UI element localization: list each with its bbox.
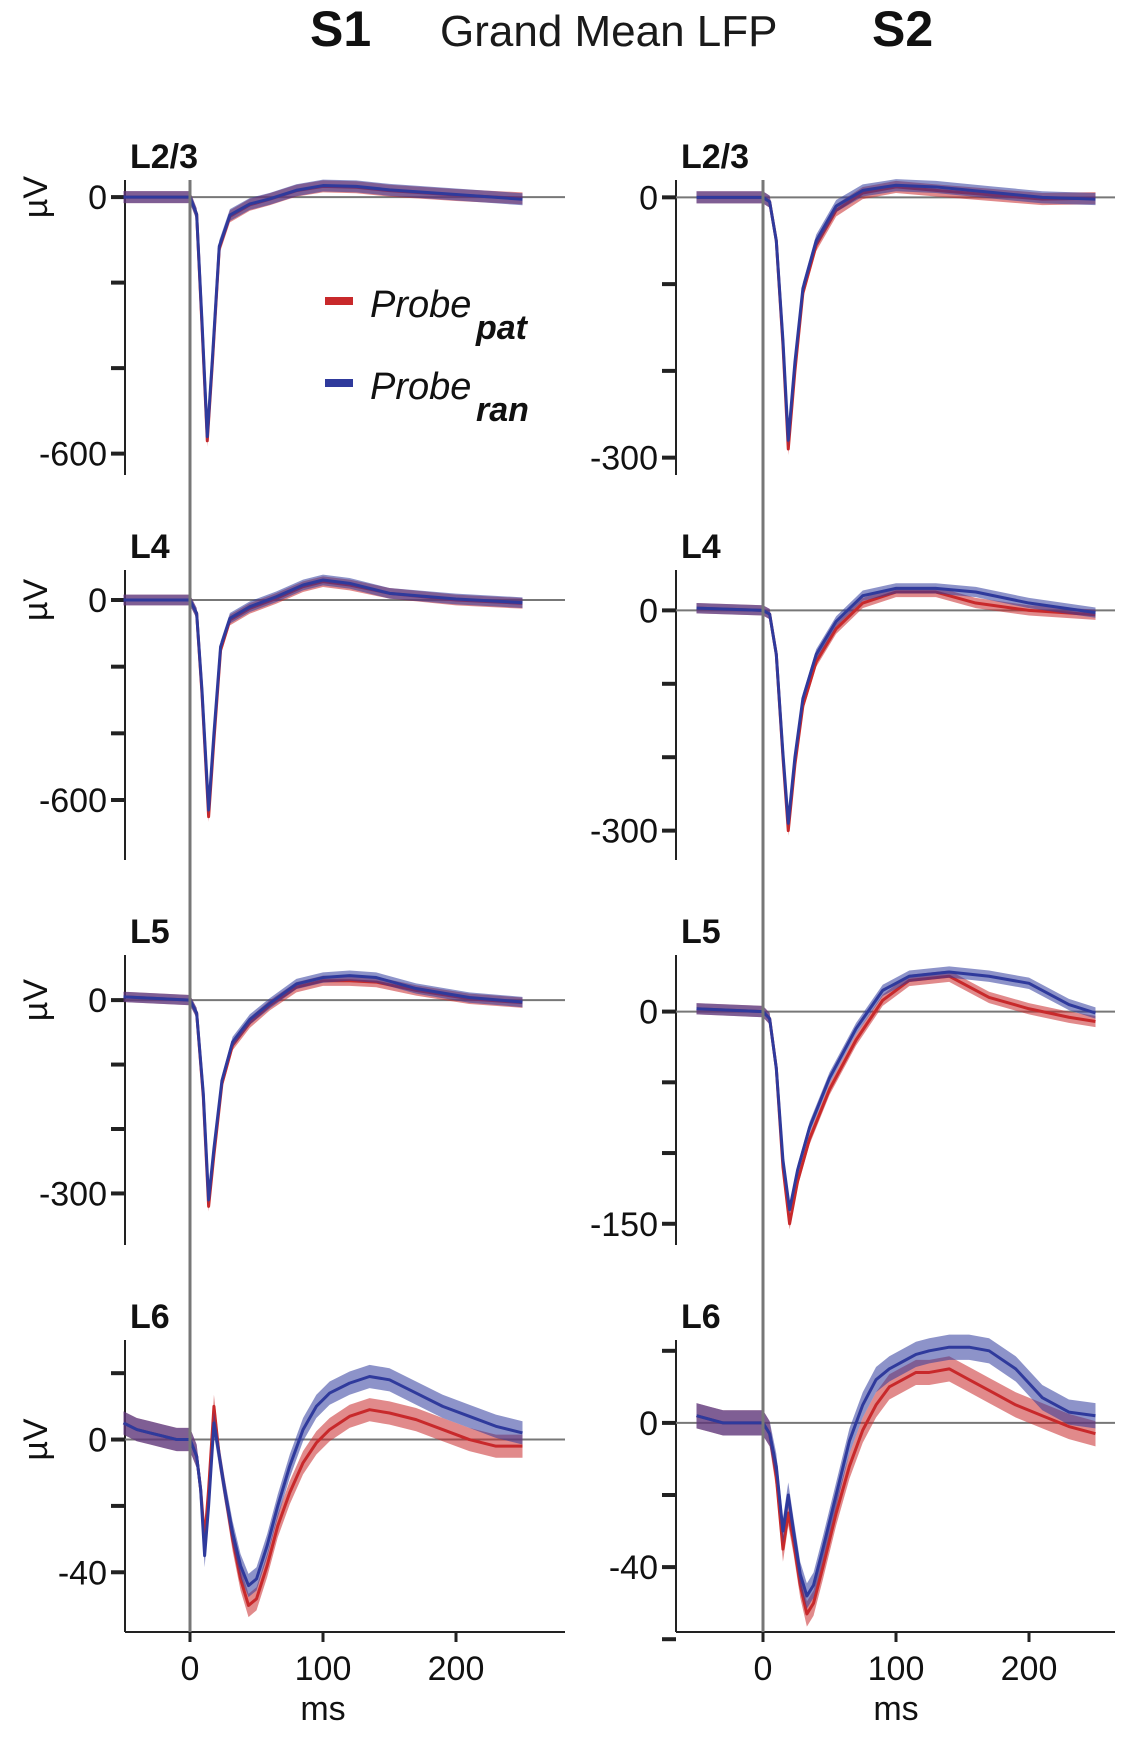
legend: Probe pat Probe ran [325, 284, 529, 429]
y-tick-label: -600 [39, 782, 107, 820]
column-header-s1: S1 [310, 1, 371, 57]
panel-grid: 0 -600 L2/3 µV 0 -300 L2/3 0 -600 L4 µV 0 -300 L4 0 -30… [17, 138, 1115, 1728]
series-probe-ran [696, 970, 1096, 1212]
figure-title: Grand Mean LFP [440, 7, 778, 56]
layer-label: L4 [130, 528, 170, 566]
series-probe-ran [696, 586, 1096, 825]
series-probe-pat [696, 185, 1096, 451]
panel-s1-l6: 0 -40 L6 µV 0 100 200 ms [17, 1298, 565, 1728]
layer-label: L4 [681, 528, 721, 566]
legend-label-ran: Probe [370, 366, 471, 408]
panel-s2-l5: 0 -150 L5 [590, 913, 1115, 1245]
series-probe-ran [123, 578, 523, 812]
y-tick-label: 0 [639, 179, 658, 217]
layer-label: L2/3 [130, 138, 198, 176]
band-probe-ran [696, 966, 1096, 1216]
y-tick-label: 0 [639, 994, 658, 1032]
panel-s2-l6: 0 -40 L6 0 100 200 ms [609, 1298, 1115, 1728]
panel-s2-l2-3: 0 -300 L2/3 [590, 138, 1115, 478]
panel-s2-l4: 0 -300 L4 [590, 528, 1115, 860]
y-tick-label: 0 [88, 982, 107, 1020]
y-tick-label: -300 [590, 440, 658, 478]
series-probe-ran [696, 183, 1096, 442]
layer-label: L2/3 [681, 138, 749, 176]
stimulus-onset-lines [188, 180, 765, 1632]
x-tick-label: 100 [868, 1650, 925, 1688]
y-tick-label: 0 [639, 592, 658, 630]
panel-s1-l2-3: 0 -600 L2/3 µV [17, 138, 565, 475]
panel-s1-l4: 0 -600 L4 µV [17, 528, 565, 860]
y-tick-label: -300 [590, 813, 658, 851]
y-unit-label: µV [17, 979, 55, 1022]
band-probe-ran [123, 970, 523, 1206]
x-tick-label: 100 [295, 1650, 352, 1688]
band-probe-pat [123, 975, 523, 1212]
y-unit-label: µV [17, 579, 55, 622]
legend-sub-ran: ran [476, 391, 529, 429]
x-tick-label: 200 [428, 1650, 485, 1688]
y-unit-label: µV [17, 176, 55, 219]
x-axis-label: ms [873, 1690, 918, 1728]
series-probe-ran [123, 974, 523, 1202]
legend-label-pat: Probe [370, 284, 471, 326]
column-header-s2: S2 [872, 1, 933, 57]
band-probe-pat [123, 1394, 523, 1618]
y-tick-label: -40 [609, 1549, 658, 1587]
x-tick-label: 200 [1001, 1650, 1058, 1688]
layer-label: L6 [130, 1298, 170, 1336]
band-probe-ran [696, 1334, 1096, 1609]
y-tick-label: 0 [88, 1422, 107, 1460]
layer-label: L6 [681, 1298, 721, 1336]
band-probe-ran [123, 574, 523, 816]
y-tick-label: 0 [639, 1405, 658, 1443]
y-tick-label: 0 [88, 582, 107, 620]
band-probe-ran [696, 179, 1096, 447]
band-probe-pat [696, 180, 1096, 456]
layer-label: L5 [681, 913, 721, 951]
y-tick-label: -300 [39, 1175, 107, 1213]
band-probe-ran [696, 583, 1096, 829]
band-probe-pat [123, 576, 523, 822]
band-probe-ran [123, 1364, 523, 1598]
y-tick-label: -40 [58, 1554, 107, 1592]
series-probe-pat [123, 580, 523, 819]
series-probe-ran [696, 1345, 1096, 1598]
panel-s1-l5: 0 -300 L5 µV [17, 913, 565, 1245]
x-axis-label: ms [300, 1690, 345, 1728]
y-tick-label: -150 [590, 1206, 658, 1244]
legend-swatch-pat [325, 297, 353, 305]
legend-sub-pat: pat [475, 309, 529, 347]
legend-swatch-ran [325, 379, 353, 387]
series-probe-ran [123, 184, 523, 439]
y-unit-label: µV [17, 1418, 55, 1461]
series-probe-pat [696, 590, 1096, 833]
x-tick-label: 0 [181, 1650, 200, 1688]
y-tick-label: -600 [39, 436, 107, 474]
band-probe-pat [696, 586, 1096, 836]
series-probe-pat [123, 979, 523, 1208]
layer-label: L5 [130, 913, 170, 951]
x-tick-label: 0 [754, 1650, 773, 1688]
y-tick-label: 0 [88, 179, 107, 217]
